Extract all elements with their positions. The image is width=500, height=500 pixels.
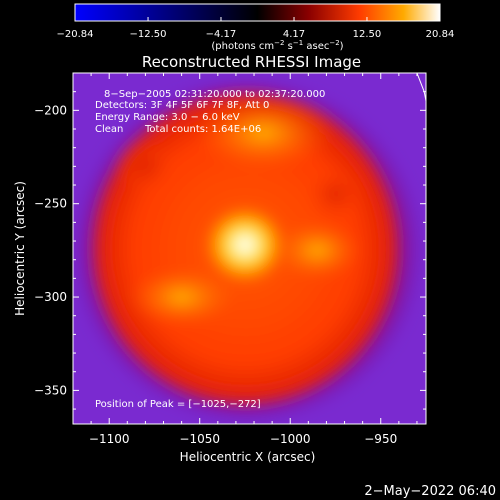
peak-hotspot	[202, 204, 287, 285]
annotation-time-range: 8−Sep−2005 02:31:20.000 to 02:37:20.000	[104, 89, 325, 100]
colorbar-tick-label: 12.50	[353, 29, 382, 40]
colorbar-tick-label: −20.84	[56, 29, 93, 40]
footer-date: 2−May−2022 06:40	[364, 484, 496, 499]
x-tick-label: −1100	[89, 432, 130, 446]
plot-annotations: 8−Sep−2005 02:31:20.000 to 02:37:20.000D…	[95, 89, 325, 135]
y-tick-label: −200	[34, 103, 67, 117]
annotation-total-counts: Total counts: 1.64E+06	[144, 124, 261, 135]
x-tick-label: −950	[364, 432, 397, 446]
lower-left-arm	[126, 267, 237, 328]
annotation-energy-range: Energy Range: 3.0 − 6.0 keV	[95, 112, 240, 123]
chart-title: Reconstructed RHESSI Image	[142, 53, 361, 71]
y-tick-label: −250	[34, 197, 67, 211]
right-dim-spot	[305, 166, 366, 223]
left-dim-spot	[115, 138, 176, 195]
colorbar-ticks: −20.84 −12.50 −4.17 4.17 12.50 20.84	[56, 17, 454, 40]
colorbar-tick-label: 4.17	[283, 29, 305, 40]
colorbar: −20.84 −12.50 −4.17 4.17 12.50 20.84 (photons…	[56, 3, 454, 52]
x-tick-label: −1000	[270, 432, 311, 446]
heatmap-emission	[73, 75, 426, 424]
colorbar-gradient	[74, 3, 441, 22]
annotation-clean: Clean	[95, 124, 123, 135]
colorbar-unit-label: (photons cm−2 s−1 asec−2)	[211, 39, 343, 52]
peak-position-label: Position of Peak = [−1025,−272]	[95, 399, 261, 410]
colorbar-tick-label: −12.50	[130, 29, 167, 40]
annotation-detectors: Detectors: 3F 4F 5F 6F 7F 8F, Att 0	[95, 100, 269, 111]
y-tick-label: −350	[34, 383, 67, 397]
heatmap-plot	[73, 73, 426, 424]
x-axis-label: Heliocentric X (arcsec)	[180, 450, 316, 464]
upper-arc	[193, 94, 334, 171]
right-arm	[272, 220, 363, 281]
y-tick-label: −300	[34, 290, 67, 304]
x-axis: −1100 −1050 −1000 −950	[89, 73, 418, 446]
y-axis-label: Heliocentric Y (arcsec)	[13, 181, 27, 316]
plot-frame	[72, 72, 427, 425]
colorbar-tick-label: 20.84	[426, 29, 455, 40]
x-tick-label: −1050	[179, 432, 220, 446]
y-axis: −200 −250 −300 −350	[34, 72, 426, 410]
colorbar-tick-label: −4.17	[206, 29, 237, 40]
